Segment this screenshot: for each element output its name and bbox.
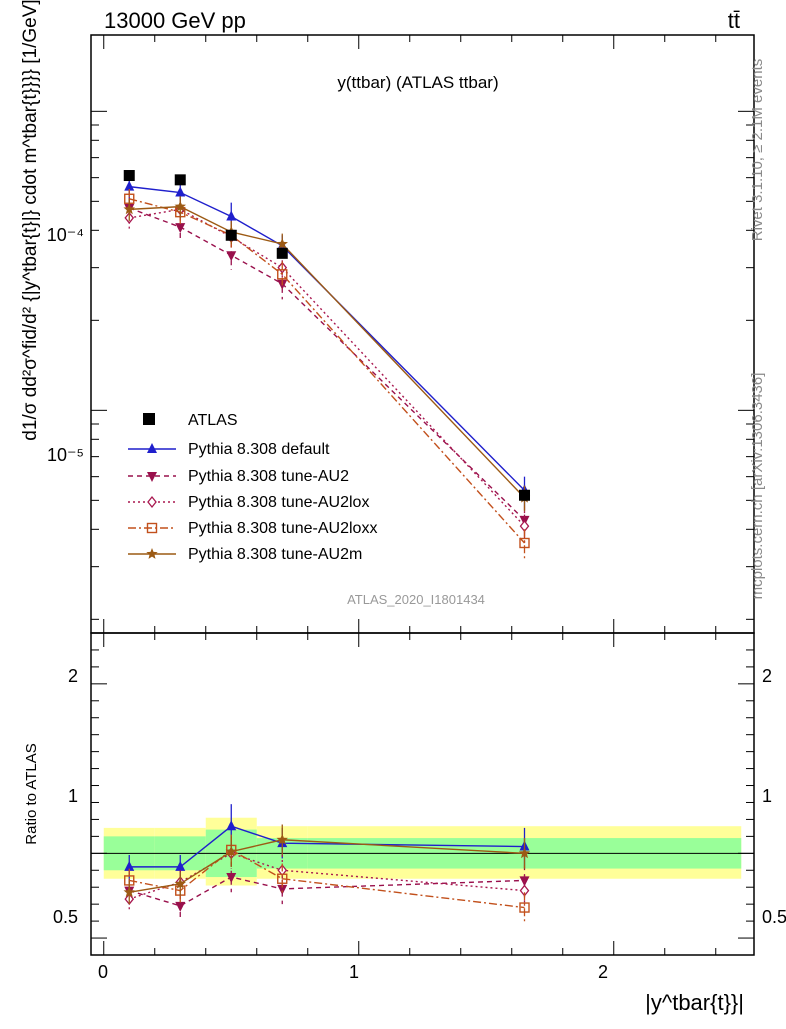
plot-title: y(ttbar) (ATLAS ttbar): [337, 73, 498, 92]
y-tick-label-1e-4: 10⁻⁴: [47, 225, 84, 245]
rivet-version-label: Rivet 3.1.10, ≥ 2.1M events: [749, 59, 766, 242]
ratio-tick-label-0.5-right: 0.5: [762, 907, 786, 927]
ratio-tick-label-0.5: 0.5: [53, 907, 78, 927]
x-axis-label: |y^tbar{t}}|: [645, 990, 744, 1015]
uncertainty-bands: [91, 817, 754, 886]
ratio-point-au2loxx-4: [519, 902, 530, 913]
ratio-point-au2m-2: [225, 845, 237, 857]
ratio-point-au2m-3: [276, 833, 288, 845]
series-line-au2loxx: [129, 198, 526, 544]
x-tick-label-1: 1: [349, 962, 359, 982]
legend-label-au2: Pythia 8.308 tune-AU2: [188, 468, 349, 485]
main-plot-frame: [90, 34, 755, 634]
series-point-default-2: [226, 210, 237, 221]
y-axis-ratio-label: Ratio to ATLAS: [23, 743, 40, 844]
ratio-point-default-0: [124, 860, 135, 871]
legend-marker-au2loxx: [146, 522, 158, 534]
ratio-point-au2loxx-3: [277, 873, 288, 884]
series-point-default-0: [124, 180, 135, 191]
series-point-au2-2: [226, 251, 237, 262]
ratio-point-au2-1: [175, 901, 186, 912]
y-axis-main-label: d1/σ dd²σ^fid/d² {|y^tbar{t}|} cdot m^tb…: [20, 0, 41, 441]
legend-marker-default: [147, 443, 157, 453]
series-point-au2m-1: [174, 200, 186, 212]
ratio-tick-label-1: 1: [68, 786, 78, 806]
ratio-tick-label-2: 2: [68, 666, 78, 686]
atlas-point-1: [174, 174, 186, 186]
legend-label-au2m: Pythia 8.308 tune-AU2m: [188, 546, 362, 563]
mcplots-label: mcplots.cern.ch [arXiv:1306.3436]: [749, 373, 766, 600]
series-point-au2loxx-4: [519, 537, 530, 549]
ratio-point-au2-2: [226, 873, 237, 884]
legend-marker-atlas: [143, 413, 155, 425]
series-point-au2loxx-3: [277, 269, 288, 280]
analysis-id: ATLAS_2020_I1801434: [347, 592, 485, 607]
ratio-plot-frame: [90, 632, 755, 956]
series-point-au2m-0: [123, 203, 135, 215]
ratio-point-au2-3: [277, 884, 288, 895]
ratio-point-default-2: [226, 820, 237, 831]
legend-label-au2lox: Pythia 8.308 tune-AU2lox: [188, 494, 369, 511]
axis-ticks: [91, 35, 754, 955]
ratio-point-au2m-4: [518, 847, 531, 859]
x-tick-label-0: 0: [98, 962, 108, 982]
legend-marker-au2lox: [147, 495, 157, 509]
legend-marker-au2: [147, 472, 157, 482]
series-point-au2m-3: [276, 238, 288, 249]
series-point-au2-1: [175, 223, 186, 234]
atlas-point-4: [519, 489, 530, 501]
x-tick-label-2: 2: [598, 962, 608, 982]
series-point-default-1: [175, 186, 186, 197]
legend: ATLAS Pythia 8.308 default Pythia 8.308 …: [128, 412, 377, 563]
ratio-series-group: [123, 804, 531, 923]
atlas-point-0: [123, 170, 135, 182]
ratio-tick-label-2-right: 2: [762, 666, 772, 686]
atlas-point-3: [276, 247, 288, 259]
ratio-point-default-1: [175, 860, 186, 871]
y-tick-label-1e-5: 10⁻⁵: [47, 445, 84, 465]
legend-label-default: Pythia 8.308 default: [188, 441, 330, 458]
ratio-line-au2: [129, 876, 525, 907]
process-label: tt̄: [728, 8, 740, 33]
energy-label: 13000 GeV pp: [104, 8, 246, 33]
legend-label-au2loxx: Pythia 8.308 tune-AU2loxx: [188, 520, 377, 537]
ratio-point-au2m-0: [123, 886, 135, 898]
legend-marker-au2m: [146, 548, 158, 559]
atlas-point-2: [225, 229, 237, 241]
legend-label-atlas: ATLAS: [188, 412, 238, 429]
main-series-group: [123, 170, 531, 559]
ratio-tick-label-1-right: 1: [762, 786, 772, 806]
ratio-point-au2m-1: [174, 877, 186, 889]
